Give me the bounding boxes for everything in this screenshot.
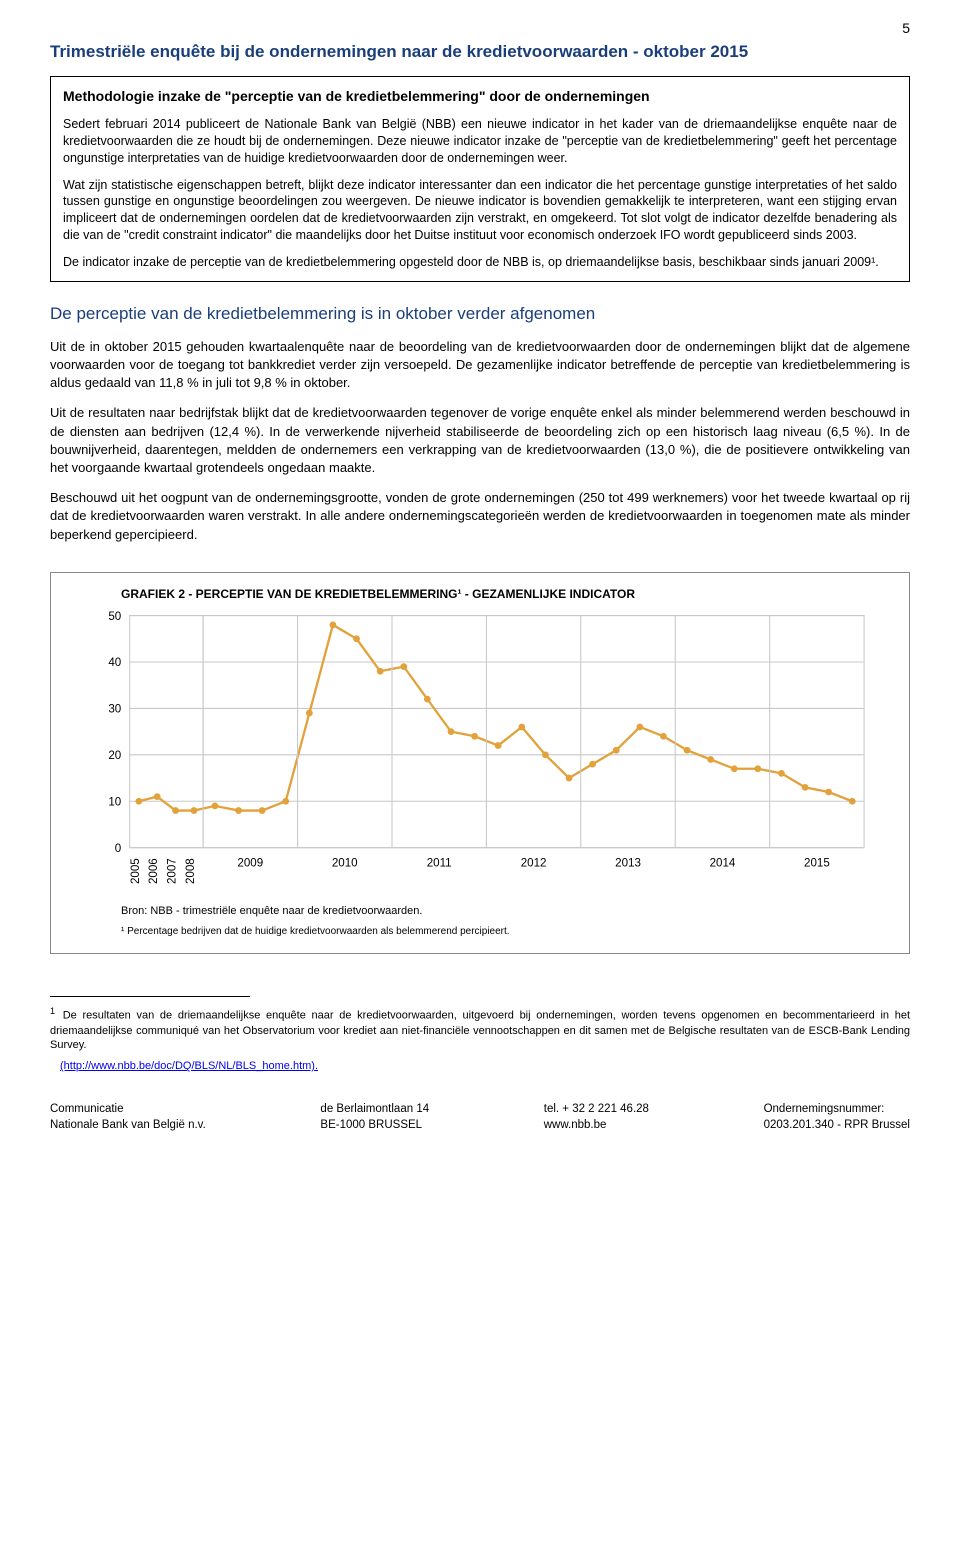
footer-text: BE-1000 BRUSSEL — [320, 1118, 429, 1134]
svg-text:2006: 2006 — [147, 858, 160, 884]
footer-text: www.nbb.be — [544, 1118, 649, 1134]
chart-plot-area: 0 10 20 30 40 50 2005 2006 2007 2008 2009 2010 2011 2… — [79, 605, 881, 890]
svg-text:20: 20 — [108, 749, 121, 762]
chart-container: GRAFIEK 2 - PERCEPTIE VAN DE KREDIETBELE… — [50, 572, 910, 954]
svg-text:40: 40 — [108, 656, 121, 669]
footer-col: tel. + 32 2 221 46.28 www.nbb.be — [544, 1102, 649, 1133]
svg-text:2007: 2007 — [166, 858, 179, 884]
chart-title: GRAFIEK 2 - PERCEPTIE VAN DE KREDIETBELE… — [51, 573, 909, 605]
svg-text:2005: 2005 — [129, 858, 142, 884]
body-paragraph: Uit de resultaten naar bedrijfstak blijk… — [50, 404, 910, 477]
svg-text:50: 50 — [108, 610, 121, 623]
chart-footnote: ¹ Percentage bedrijven dat de huidige kr… — [121, 925, 839, 939]
svg-text:2013: 2013 — [615, 856, 641, 869]
svg-text:2009: 2009 — [237, 856, 263, 869]
footer-text: Communicatie — [50, 1102, 206, 1118]
methodology-heading: Methodologie inzake de "perceptie van de… — [63, 87, 897, 106]
footer-col: de Berlaimontlaan 14 BE-1000 BRUSSEL — [320, 1102, 429, 1133]
footer-text: 0203.201.340 - RPR Brussel — [764, 1118, 910, 1134]
footnote-link[interactable]: (http://www.nbb.be/doc/DQ/BLS/NL/BLS_hom… — [60, 1060, 318, 1072]
svg-text:2012: 2012 — [521, 856, 547, 869]
svg-text:2014: 2014 — [710, 856, 736, 869]
section-heading: De perceptie van de kredietbelemmering i… — [50, 304, 910, 324]
footer-text: Ondernemingsnummer: — [764, 1102, 910, 1118]
chart-source: Bron: NBB - trimestriële enquête naar de… — [121, 904, 839, 919]
svg-text:0: 0 — [115, 842, 121, 855]
svg-text:30: 30 — [108, 702, 121, 715]
document-title: Trimestriële enquête bij de onderneminge… — [50, 42, 910, 62]
footer-text: Nationale Bank van België n.v. — [50, 1118, 206, 1134]
svg-text:2015: 2015 — [804, 856, 830, 869]
page-number: 5 — [50, 20, 910, 36]
svg-text:2008: 2008 — [184, 858, 197, 884]
chart-svg: 0 10 20 30 40 50 2005 2006 2007 2008 2009 2010 2011 2… — [79, 605, 881, 890]
footer-col: Communicatie Nationale Bank van België n… — [50, 1102, 206, 1133]
body-paragraph: Uit de in oktober 2015 gehouden kwartaal… — [50, 338, 910, 393]
page-footnote: 1 De resultaten van de driemaandelijkse … — [50, 997, 910, 1074]
footer-text: de Berlaimontlaan 14 — [320, 1102, 429, 1118]
page-footer: Communicatie Nationale Bank van België n… — [50, 1102, 910, 1133]
methodology-box: Methodologie inzake de "perceptie van de… — [50, 76, 910, 282]
methodology-paragraph: Sedert februari 2014 publiceert de Natio… — [63, 116, 897, 167]
methodology-paragraph: De indicator inzake de perceptie van de … — [63, 254, 897, 271]
methodology-paragraph: Wat zijn statistische eigenschappen betr… — [63, 177, 897, 245]
footer-col: Ondernemingsnummer: 0203.201.340 - RPR B… — [764, 1102, 910, 1133]
svg-text:10: 10 — [108, 795, 121, 808]
chart-footer: Bron: NBB - trimestriële enquête naar de… — [51, 900, 909, 953]
footnote-text: De resultaten van de driemaandelijkse en… — [50, 1010, 910, 1052]
footnote-marker: 1 — [50, 1006, 55, 1016]
svg-text:2010: 2010 — [332, 856, 358, 869]
footer-text: tel. + 32 2 221 46.28 — [544, 1102, 649, 1118]
body-paragraph: Beschouwd uit het oogpunt van de onderne… — [50, 489, 910, 544]
svg-text:2011: 2011 — [427, 856, 452, 869]
